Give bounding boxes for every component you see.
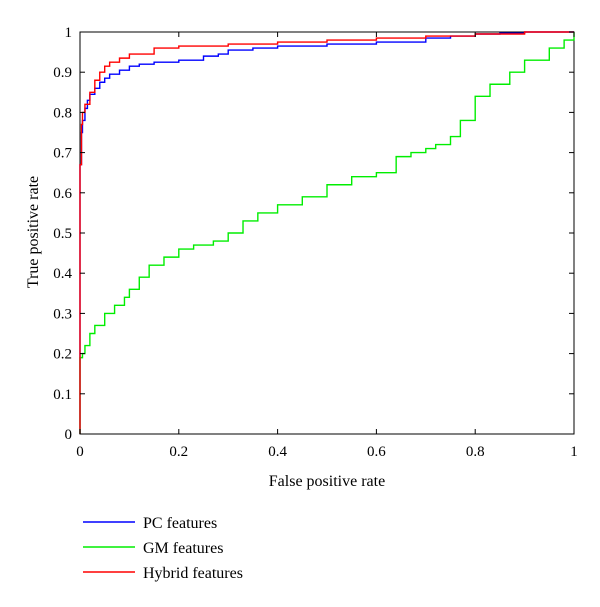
tick-layer: 0 0.2 0.4 0.6 0.8 1 0 0.1 0.2 0.3 0.4 0.5 0.6 0.7 0.8 0…: [53, 25, 578, 460]
x-axis-label: False positive rate: [269, 473, 385, 490]
legend-label-2: Hybrid features: [143, 565, 243, 582]
y-tick-label: 0.6: [53, 186, 72, 202]
series-line-2: [79, 31, 574, 434]
x-tick-label: 0.6: [367, 444, 386, 460]
y-tick-label: 0.3: [53, 306, 72, 322]
y-tick-label: 1: [65, 25, 73, 41]
series-layer: [79, 31, 575, 434]
legend-label-1: GM features: [143, 540, 223, 557]
x-tick-label: 0.4: [268, 444, 287, 460]
x-tick-label: 0: [76, 444, 84, 460]
x-tick-label: 0.2: [169, 444, 188, 460]
legend: PC features GM features Hybrid features: [83, 515, 243, 582]
y-tick-label: 0.5: [53, 226, 72, 242]
y-tick-label: 0.1: [53, 387, 72, 403]
y-tick-label: 0: [65, 427, 73, 443]
y-tick-label: 0.8: [53, 105, 72, 121]
y-tick-label: 0.4: [53, 266, 72, 282]
y-tick-label: 0.9: [53, 65, 72, 81]
plot-area: [79, 31, 575, 435]
y-axis-label: True positive rate: [25, 176, 42, 288]
series-line-0: [79, 31, 574, 434]
y-tick-label: 0.7: [53, 146, 72, 162]
plot-border: [79, 31, 575, 435]
y-tick-label: 0.2: [53, 347, 72, 363]
legend-label-0: PC features: [143, 515, 217, 532]
x-tick-label: 0.8: [466, 444, 485, 460]
series-line-1: [79, 32, 575, 434]
x-tick-label: 1: [570, 444, 578, 460]
